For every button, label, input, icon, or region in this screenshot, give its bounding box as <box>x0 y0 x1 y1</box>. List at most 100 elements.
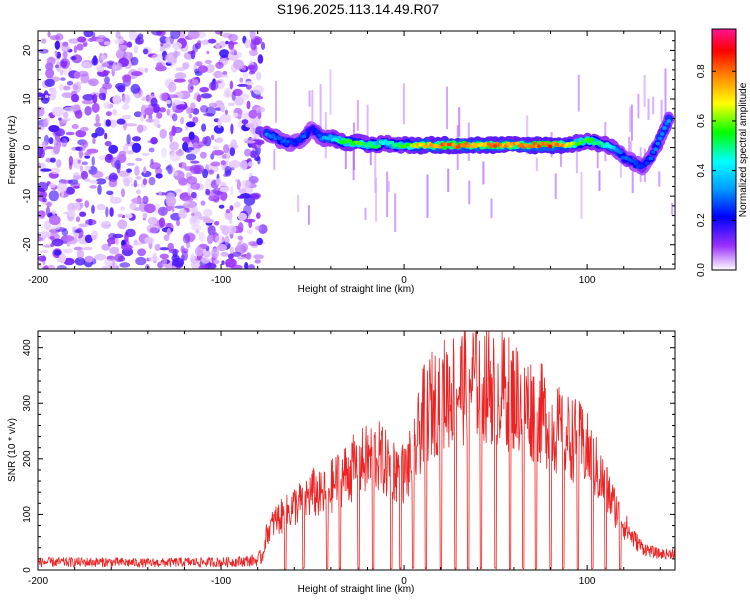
heatmap-cell <box>43 220 52 231</box>
heatmap-cell <box>187 31 200 40</box>
heatmap-cell <box>310 125 316 129</box>
y-tick-label: 10 <box>22 93 33 105</box>
heatmap-cell <box>131 71 143 77</box>
heatmap-cell <box>215 61 224 69</box>
heatmap-cell <box>166 108 171 116</box>
heatmap-cell <box>115 49 124 59</box>
heatmap-cell <box>319 84 322 130</box>
heatmap-cell <box>598 170 601 191</box>
heatmap-cell <box>560 142 562 167</box>
heatmap-cell <box>130 56 139 66</box>
heatmap-cell <box>151 53 164 62</box>
heatmap-cell <box>121 114 132 120</box>
heatmap-cell <box>56 159 62 168</box>
heatmap-cell <box>387 181 390 192</box>
heatmap-cell <box>352 140 355 181</box>
heatmap-cell <box>208 169 215 175</box>
heatmap-cell <box>84 178 91 182</box>
heatmap-cell <box>255 95 264 100</box>
heatmap-cell <box>143 203 156 214</box>
heatmap-cell <box>249 31 256 40</box>
heatmap-cell <box>237 222 244 233</box>
snr-y-axis: 0 100 200 300 400 <box>22 336 675 573</box>
heatmap-cell <box>175 149 184 157</box>
heatmap-cell <box>112 62 117 73</box>
heatmap-cell <box>328 134 333 138</box>
heatmap-cell <box>38 106 45 117</box>
heatmap-cell <box>212 149 224 156</box>
heatmap-cell <box>364 207 367 220</box>
heatmap-cell <box>43 265 49 269</box>
heatmap-cell <box>119 262 131 268</box>
heatmap-cell <box>168 81 177 93</box>
heatmap-cell <box>73 71 81 79</box>
heatmap-cell <box>671 202 674 216</box>
heatmap-cell <box>341 137 346 142</box>
heatmap-cell <box>117 85 126 93</box>
heatmap-cell <box>95 114 100 125</box>
heatmap-cell <box>61 92 73 98</box>
heatmap-cell <box>70 182 81 188</box>
heatmap-cell <box>172 257 185 268</box>
heatmap-cell <box>159 107 166 113</box>
heatmap-cell <box>244 81 254 86</box>
heatmap-cell <box>191 191 197 199</box>
heatmap-cell <box>109 246 120 255</box>
heatmap-cell <box>225 40 229 45</box>
heatmap-cell <box>344 142 347 169</box>
heatmap-cell <box>221 260 225 266</box>
heatmap-cell <box>151 31 163 36</box>
heatmap-cell <box>630 104 633 141</box>
heatmap-cell <box>172 102 176 113</box>
heatmap-cell <box>201 39 209 45</box>
heatmap-cell <box>46 202 52 208</box>
heatmap-cell <box>150 137 158 145</box>
heatmap-cell <box>186 147 195 151</box>
heatmap-cell <box>163 234 170 242</box>
heatmap-cell <box>121 188 125 198</box>
heatmap-cell <box>229 205 234 211</box>
heatmap-cell <box>203 208 213 217</box>
heatmap-cell <box>237 212 248 221</box>
y-tick-label: 300 <box>22 394 33 411</box>
heatmap-cell <box>220 190 228 202</box>
heatmap-cell <box>425 144 430 149</box>
heatmap-cell <box>207 225 216 236</box>
heatmap-cell <box>44 94 49 99</box>
heatmap-cell <box>149 227 159 234</box>
spectrogram-x-label: Height of straight line (km) <box>298 284 415 295</box>
y-tick-label: 100 <box>22 506 33 523</box>
heatmap-cell <box>178 162 187 169</box>
heatmap-cell <box>633 161 638 166</box>
heatmap-cell <box>74 109 83 119</box>
heatmap-cell <box>54 50 58 57</box>
heatmap-cell <box>45 68 55 79</box>
heatmap-cell <box>246 100 251 110</box>
heatmap-cell <box>84 151 92 156</box>
heatmap-cell <box>109 207 114 217</box>
heatmap-cell <box>100 41 105 46</box>
heatmap-cell <box>95 178 107 185</box>
heatmap-cell <box>230 186 234 196</box>
heatmap-cell <box>220 113 232 123</box>
heatmap-cell <box>133 45 138 54</box>
heatmap-cell <box>131 197 144 205</box>
heatmap-cell <box>236 179 241 191</box>
heatmap-cell <box>275 80 277 123</box>
heatmap-cell <box>38 181 48 193</box>
heatmap-cell <box>103 41 112 46</box>
heatmap-cell <box>152 252 157 261</box>
heatmap-cell <box>254 225 263 231</box>
heatmap-cell <box>618 150 623 155</box>
heatmap-cell <box>92 137 96 145</box>
heatmap-cell <box>210 134 215 141</box>
heatmap-cell <box>629 141 632 162</box>
heatmap-cell <box>155 65 167 72</box>
heatmap-cell <box>91 102 100 113</box>
heatmap-cell <box>213 80 222 84</box>
heatmap-cell <box>640 165 645 169</box>
heatmap-cell <box>526 115 529 155</box>
heatmap-cell <box>191 206 199 213</box>
heatmap-cell <box>112 94 121 105</box>
x-tick-label: 0 <box>401 576 407 587</box>
